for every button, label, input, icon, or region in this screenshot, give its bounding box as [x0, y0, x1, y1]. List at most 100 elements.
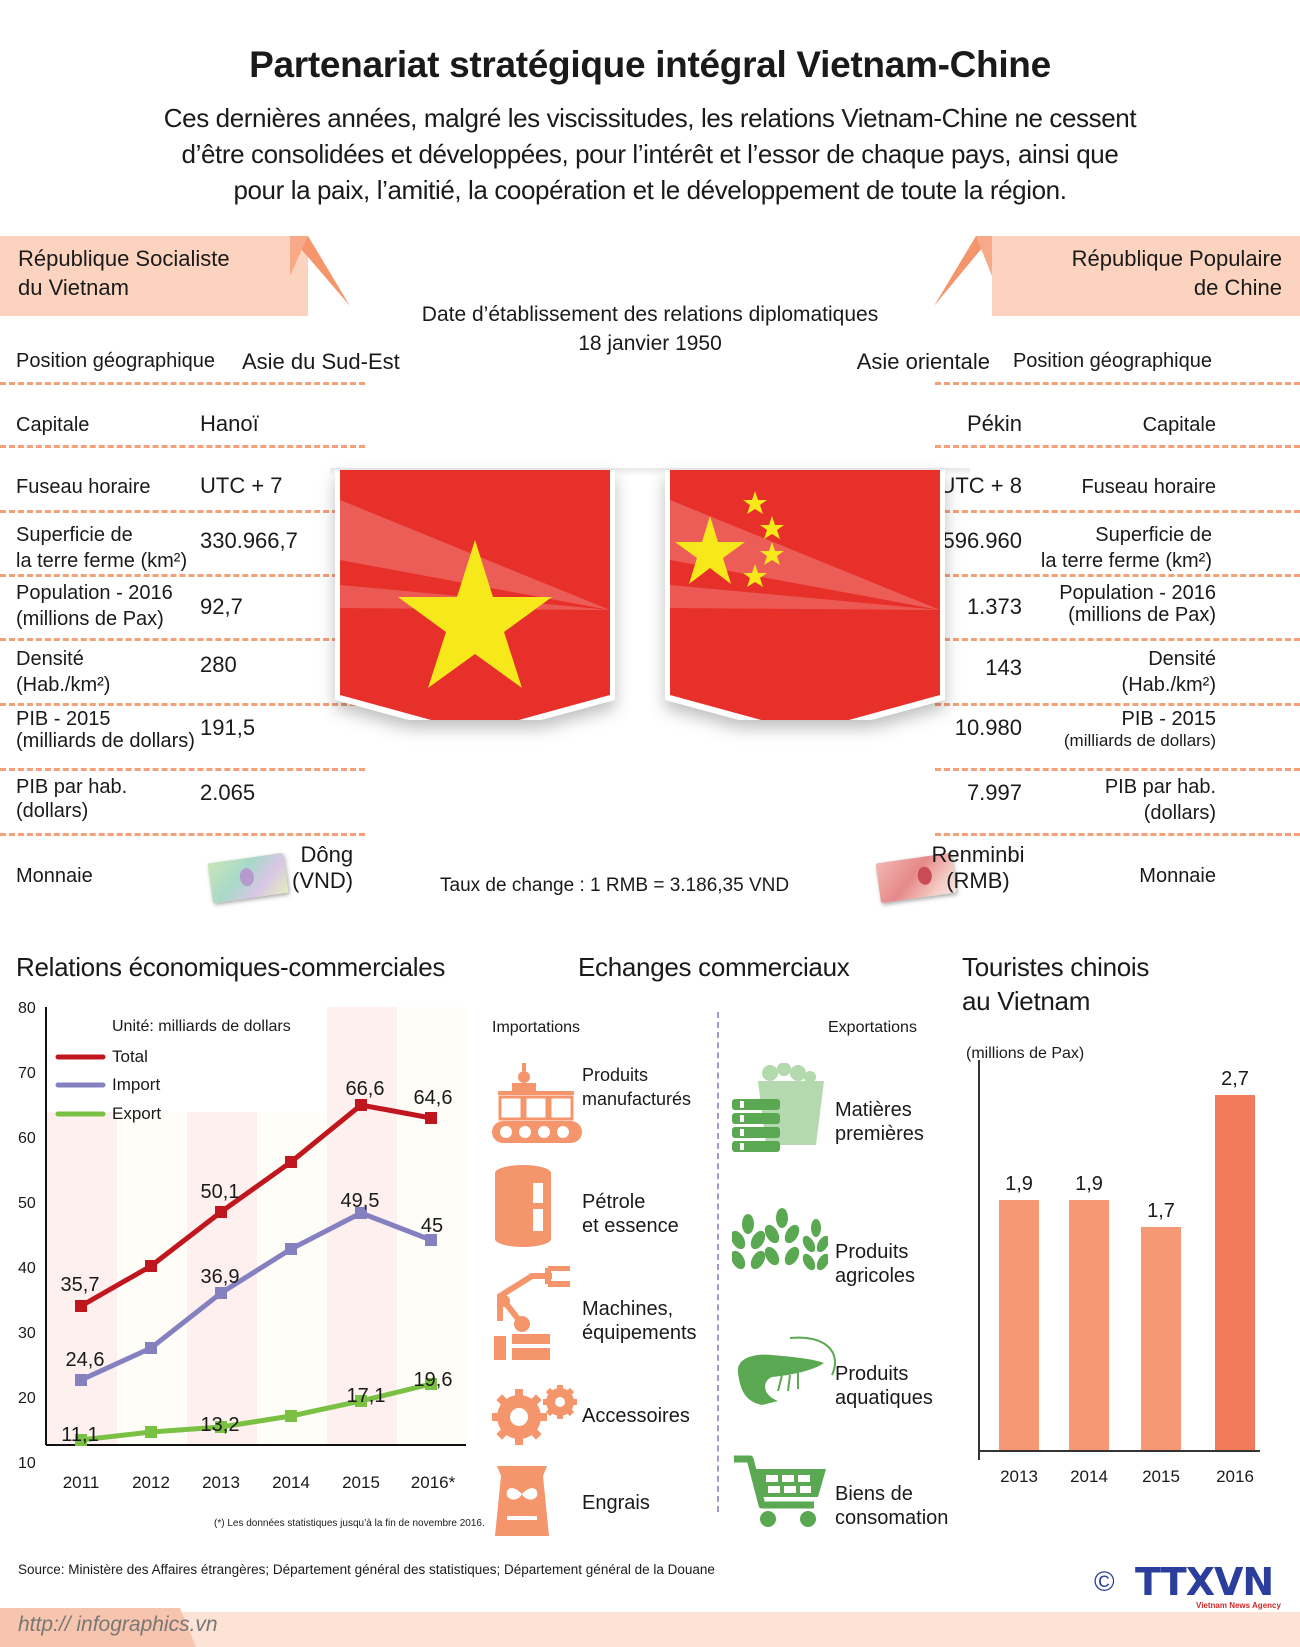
label-line: manufacturés — [582, 1089, 692, 1109]
label-line: (milliards de dollars) — [16, 730, 195, 752]
small-star-icon — [760, 542, 784, 565]
cn-label-gdp: PIB - 2015 (milliards de dollars) — [1000, 708, 1216, 752]
data-label-total: 66,6 — [345, 1078, 385, 1100]
small-star-icon — [760, 516, 784, 539]
y-tick: 80 — [18, 1000, 36, 1017]
import-label: Pétrole et essence — [582, 1190, 679, 1238]
china-flag — [665, 470, 945, 720]
label-line: Population - 2016 — [1059, 582, 1216, 604]
tourist-unit: (millions de Pax) — [966, 1045, 1085, 1062]
label-line: et essence — [582, 1215, 679, 1237]
x-tick: 2014 — [272, 1473, 310, 1492]
import-label: Machines, équipements — [582, 1297, 697, 1345]
divider — [935, 445, 1300, 448]
intro-line: d’être consolidées et développées, pour … — [181, 139, 1119, 169]
x-tick: 2015 — [1142, 1467, 1180, 1486]
raw-materials-icon — [732, 1063, 824, 1152]
cn-value-currency: Renminbi (RMB) — [930, 842, 1026, 894]
chart-footnote: (*) Les données statistiques jusqu’à la … — [214, 1518, 485, 1529]
import-label: Engrais — [582, 1492, 650, 1514]
vn-label-position: Position géographique — [16, 350, 216, 372]
vn-label-currency: Monnaie — [16, 865, 93, 887]
bar-2016 — [1215, 1095, 1255, 1450]
x-tick: 2016 — [1216, 1467, 1254, 1486]
cn-label-area: Superficie de la terre ferme (km²) — [1000, 524, 1212, 572]
label-line: Densité — [1148, 648, 1216, 670]
label-line: consomation — [835, 1507, 949, 1529]
cn-label-density: Densité (Hab./km²) — [1000, 648, 1216, 696]
china-name-line2: de Chine — [1193, 275, 1282, 300]
data-label-total: 50,1 — [200, 1181, 240, 1203]
factory-conveyor-icon — [492, 1063, 582, 1143]
divider — [0, 445, 365, 448]
cn-value-density: 143 — [985, 655, 1022, 680]
title-line: au Vietnam — [962, 986, 1091, 1016]
export-label: Matières premières — [835, 1098, 924, 1146]
y-tick: 10 — [18, 1455, 36, 1472]
wheat-icon — [732, 1208, 828, 1271]
currency-name: Renminbi — [931, 842, 1025, 867]
label-line: (dollars) — [16, 800, 89, 822]
y-tick: 30 — [18, 1325, 36, 1342]
data-label-import: 24,6 — [65, 1349, 105, 1371]
vn-value-currency: Dông (VND) — [292, 842, 353, 894]
ribbon-fold-right — [934, 236, 992, 306]
cn-value-population: 1.373 — [966, 594, 1022, 619]
vn-label-population: Population - 2016 (millions de Pax) — [16, 582, 173, 630]
x-tick: 2013 — [202, 1473, 240, 1492]
diplomatic-date: 18 janvier 1950 — [578, 332, 722, 355]
y-tick: 20 — [18, 1390, 36, 1407]
divider — [0, 638, 365, 641]
cn-value-position: Asie orientale — [856, 349, 990, 374]
currency-code: (VND) — [292, 868, 354, 893]
vn-label-timezone: Fuseau horaire — [16, 476, 151, 498]
label-line: (millions de Pax) — [1068, 604, 1216, 626]
label-line: Produits — [835, 1363, 909, 1385]
data-label-export: 11,1 — [61, 1424, 99, 1446]
vn-value-position: Asie du Sud-Est — [242, 349, 400, 374]
import-label: Accessoires — [582, 1405, 690, 1427]
shrimp-icon — [737, 1336, 837, 1405]
cn-value-timezone: UTC + 8 — [939, 473, 1022, 498]
oil-barrel-icon — [495, 1165, 551, 1247]
exchanges-title: Echanges commerciaux — [578, 952, 850, 982]
shopping-cart-icon — [734, 1455, 826, 1527]
data-label-total: 35,7 — [60, 1274, 100, 1296]
diplomatic-label: Date d’établissement des relations diplo… — [421, 303, 879, 326]
ribbon-fold-left — [290, 236, 350, 306]
currency-code: (RMB) — [946, 868, 1010, 893]
label-line: la terre ferme (km²) — [16, 550, 188, 572]
x-axis — [978, 1450, 1260, 1452]
trade-chart-title: Relations économiques-commerciales — [16, 952, 446, 982]
divider — [0, 703, 365, 706]
label-line: PIB - 2015 — [16, 708, 111, 730]
x-tick: 2011 — [62, 1473, 100, 1492]
cn-label-timezone: Fuseau horaire — [1081, 476, 1216, 498]
bar-value: 1,9 — [1075, 1173, 1103, 1195]
footer-url-link[interactable]: http:// infographics.vn — [18, 1613, 218, 1636]
label-line: Biens de — [835, 1483, 913, 1505]
flag-rod — [330, 468, 970, 476]
page-title: Partenariat stratégique intégral Vietnam… — [249, 44, 1051, 85]
footer-url-tab — [0, 1608, 196, 1647]
exchanges-divider — [717, 1012, 719, 1512]
label-line: Produits — [835, 1241, 909, 1263]
cn-label-position: Position géographique — [1012, 350, 1212, 372]
divider — [935, 382, 1300, 385]
data-label-export: 19,6 — [413, 1369, 453, 1391]
logo-subtitle: Vietnam News Agency — [1196, 1601, 1281, 1610]
label-line: (millions de Pax) — [16, 608, 164, 630]
y-axis — [978, 1060, 980, 1460]
vn-value-gdp-per-capita: 2.065 — [200, 780, 256, 805]
cn-label-gdp-per-capita: PIB par hab. (dollars) — [1000, 776, 1216, 824]
divider — [0, 510, 365, 513]
fertilizer-bag-icon — [495, 1466, 549, 1536]
exports-header: Exportations — [828, 1019, 917, 1036]
vn-value-capital: Hanoï — [200, 411, 259, 436]
label-line: la terre ferme (km²) — [1040, 550, 1212, 572]
divider — [935, 703, 1300, 706]
banknote-portrait — [238, 867, 256, 888]
label-line: (dollars) — [1143, 802, 1216, 824]
divider — [0, 768, 365, 771]
robot-arm-icon — [494, 1266, 570, 1360]
